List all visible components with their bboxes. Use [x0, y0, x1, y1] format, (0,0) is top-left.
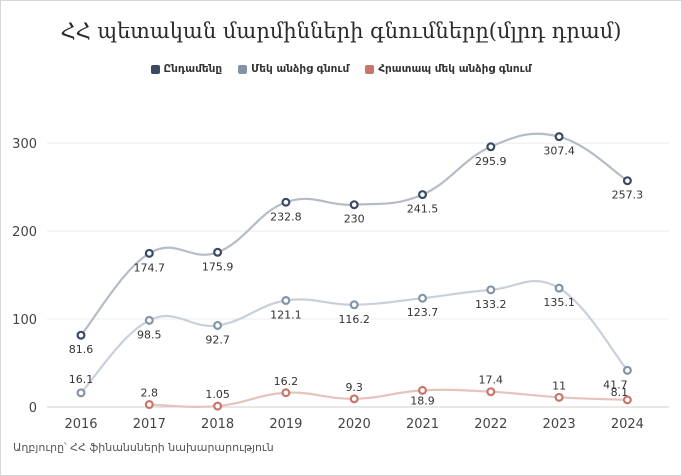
legend-swatch-total [150, 64, 160, 74]
legend-label-urgent-single-source: Հրատապ մեկ անձից գնում [378, 63, 532, 75]
data-point-s1-2023 [554, 283, 564, 293]
source-note: Աղբյուրը՝ ՀՀ ֆինանսների նախարարություն [13, 441, 274, 454]
data-point-s0-2020 [349, 200, 359, 210]
chart-title: ՀՀ պետական մարմինների գնումները(մլրդ դրա… [60, 19, 622, 43]
x-tick-label-2022: 2022 [474, 417, 507, 432]
y-tick-label-200: 200 [12, 225, 37, 240]
data-label-s0-2022: 295.9 [475, 155, 507, 168]
data-point-s2-2022 [486, 387, 496, 397]
legend-swatch-single-source [238, 64, 248, 74]
legend-label-single-source: Մեկ անձից գնում [251, 63, 350, 75]
x-tick-label-2021: 2021 [406, 417, 439, 432]
data-label-s1-2016: 16.1 [69, 373, 94, 386]
data-point-s0-2023 [554, 132, 564, 142]
data-point-s1-2024 [622, 365, 632, 375]
legend-item-single-source[interactable]: Մեկ անձից գնում [238, 63, 349, 75]
data-label-s2-2018: 1.05 [205, 388, 230, 401]
series-line-2 [149, 388, 628, 408]
legend-label-total: Ընդամենը [163, 63, 223, 75]
data-label-s2-2021: 18.9 [410, 394, 435, 407]
data-label-s0-2019: 232.8 [270, 210, 302, 223]
data-point-s2-2018 [213, 401, 223, 411]
data-point-s1-2018 [213, 320, 223, 330]
data-label-s0-2023: 307.4 [543, 145, 575, 158]
data-label-s1-2017: 98.5 [137, 328, 162, 341]
data-label-s2-2019: 16.2 [274, 375, 299, 388]
data-point-s0-2017 [144, 248, 154, 258]
data-label-s2-2017: 2.8 [141, 387, 159, 400]
x-tick-label-2020: 2020 [338, 417, 371, 432]
data-point-s1-2016 [76, 388, 86, 398]
data-label-s0-2024: 257.3 [612, 189, 644, 202]
data-label-s2-2024: 8.1 [611, 386, 629, 399]
data-label-s1-2022: 133.2 [475, 298, 507, 311]
data-label-s0-2016: 81.6 [69, 343, 94, 356]
data-label-s1-2020: 116.2 [338, 313, 370, 326]
data-point-s2-2024 [622, 395, 632, 405]
data-point-s0-2024 [622, 176, 632, 186]
data-label-s1-2024: 41.7 [603, 378, 628, 391]
legend-item-total[interactable]: Ընդամենը [150, 63, 223, 75]
legend: Ընդամենը Մեկ անձից գնում Հրատապ մեկ անձի… [1, 63, 681, 75]
data-label-s2-2022: 17.4 [479, 374, 504, 387]
x-tick-label-2024: 2024 [611, 417, 644, 432]
data-label-s2-2023: 11 [552, 379, 566, 392]
data-label-s0-2020: 230 [344, 213, 365, 226]
data-point-s2-2017 [144, 400, 154, 410]
x-tick-label-2023: 2023 [543, 417, 576, 432]
data-point-s1-2021 [418, 293, 428, 303]
data-point-s1-2022 [486, 285, 496, 295]
data-point-s2-2020 [349, 394, 359, 404]
legend-item-urgent-single-source[interactable]: Հրատապ մեկ անձից գնում [365, 63, 531, 75]
data-point-s0-2022 [486, 142, 496, 152]
data-label-s1-2018: 92.7 [205, 333, 230, 346]
data-point-s0-2019 [281, 197, 291, 207]
data-label-s0-2018: 175.9 [202, 260, 234, 273]
data-point-s1-2019 [281, 295, 291, 305]
x-tick-label-2019: 2019 [269, 417, 302, 432]
data-point-s2-2019 [281, 388, 291, 398]
x-tick-label-2016: 2016 [64, 417, 97, 432]
data-label-s1-2019: 121.1 [270, 308, 302, 321]
data-point-s2-2023 [554, 392, 564, 402]
data-point-s1-2020 [349, 300, 359, 310]
x-tick-label-2018: 2018 [201, 417, 234, 432]
y-tick-label-100: 100 [12, 313, 37, 328]
data-point-s0-2021 [418, 190, 428, 200]
legend-swatch-urgent-single-source [365, 64, 375, 74]
data-point-s0-2016 [76, 330, 86, 340]
data-point-s1-2017 [144, 315, 154, 325]
y-tick-label-300: 300 [12, 137, 37, 152]
data-label-s0-2017: 174.7 [134, 261, 166, 274]
data-label-s1-2023: 135.1 [543, 296, 575, 309]
data-label-s2-2020: 9.3 [345, 381, 363, 394]
data-label-s1-2021: 123.7 [407, 306, 439, 319]
data-point-s2-2021 [418, 385, 428, 395]
x-tick-label-2017: 2017 [133, 417, 166, 432]
data-label-s0-2021: 241.5 [407, 203, 439, 216]
data-point-s0-2018 [213, 247, 223, 257]
y-tick-label-0: 0 [29, 401, 37, 416]
